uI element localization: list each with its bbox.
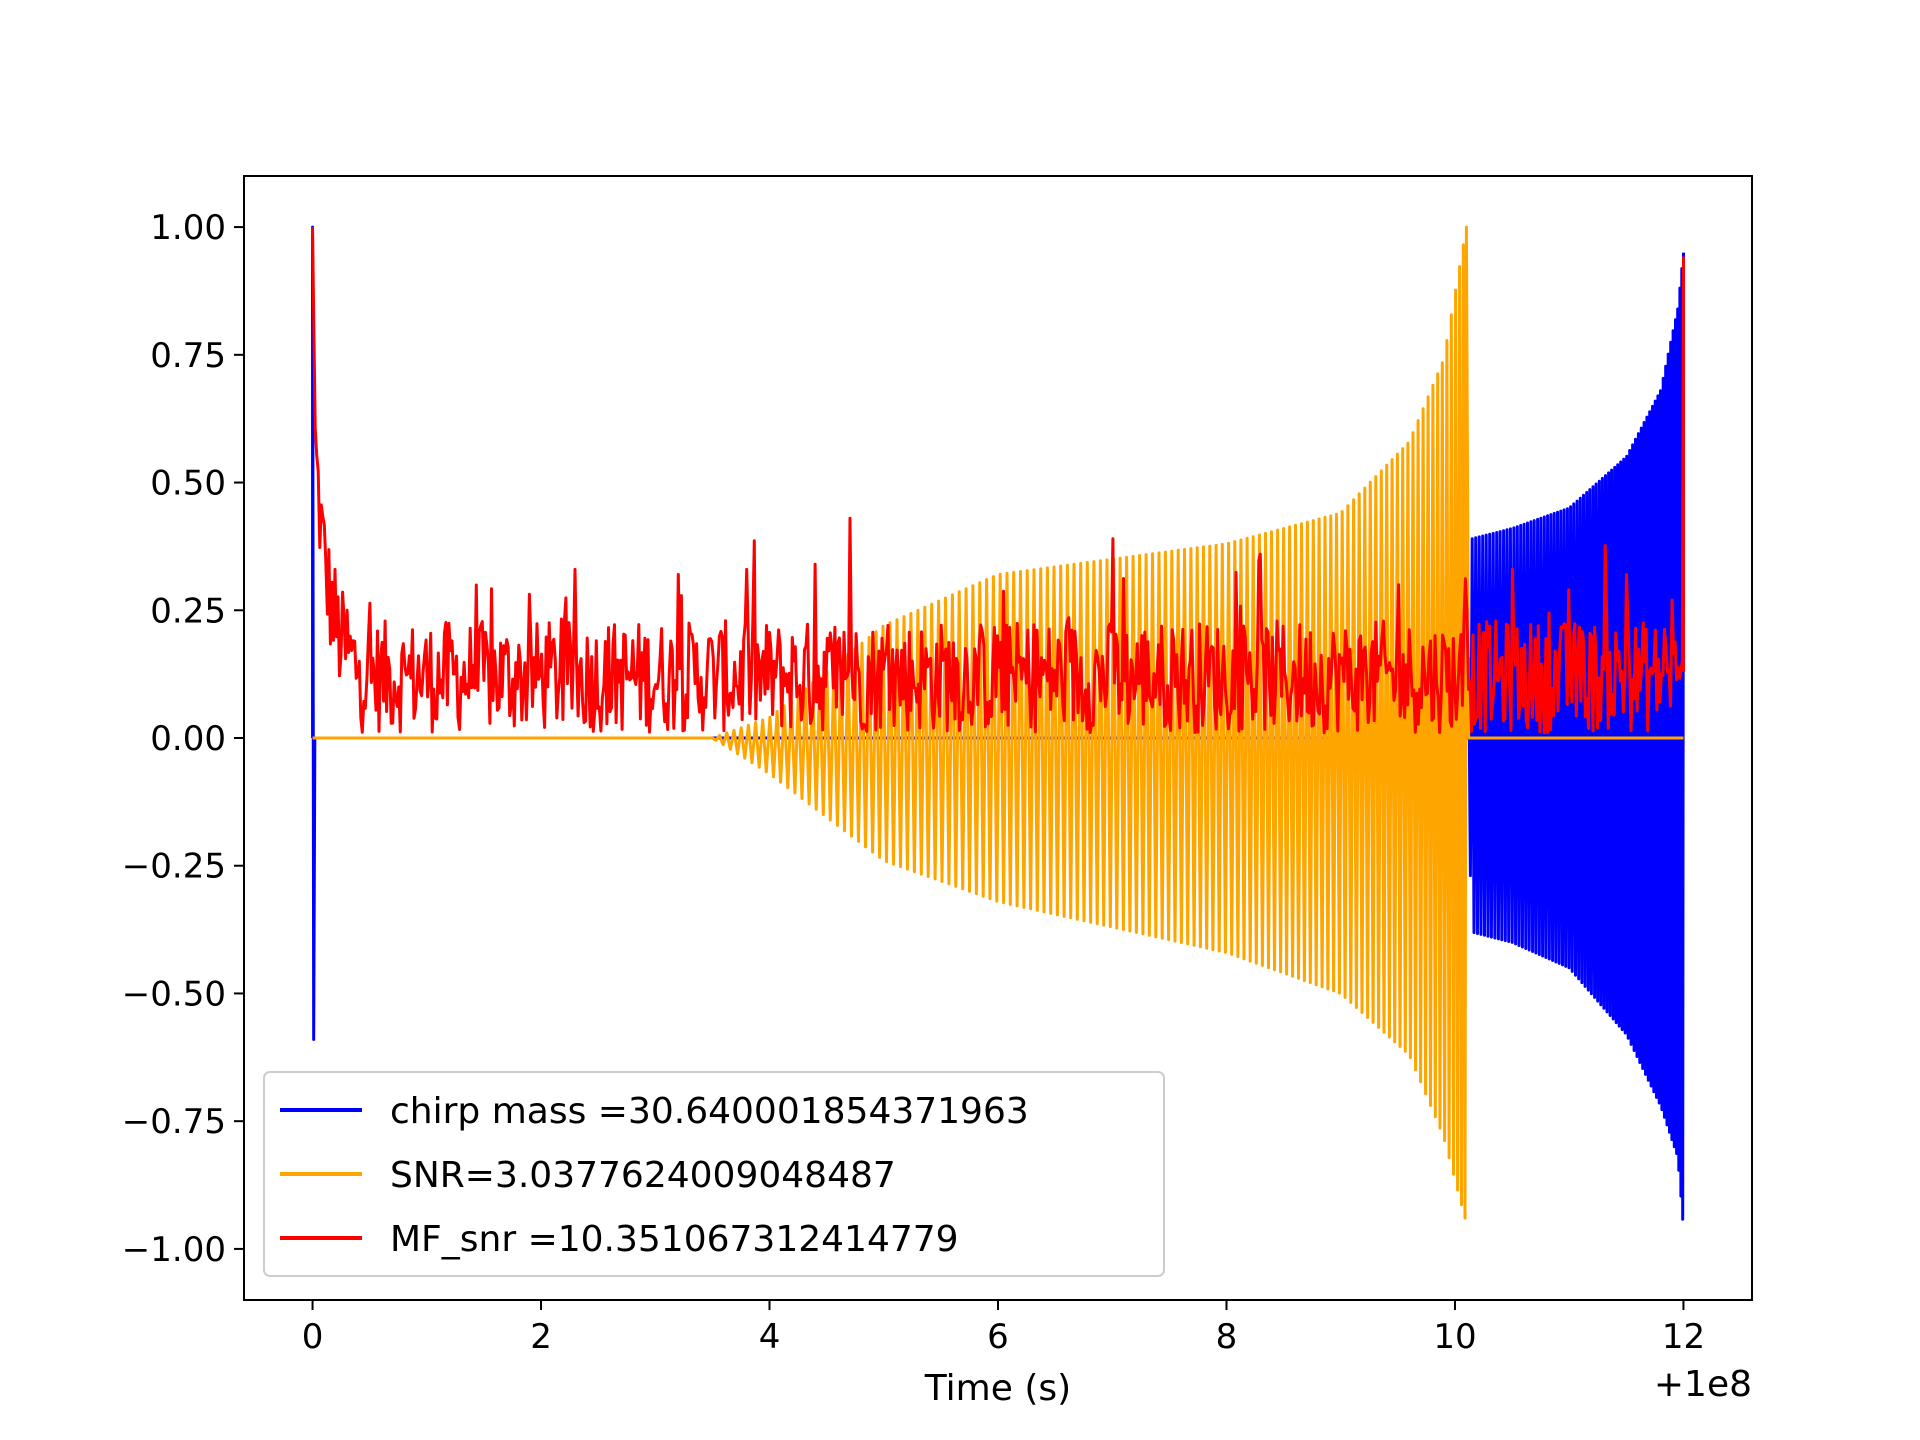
legend-entry-label: SNR=3.0377624009048487	[390, 1155, 896, 1196]
x-axis-offset-label: +1e8	[1654, 1364, 1752, 1405]
y-tick-label: 0.50	[150, 464, 226, 504]
y-tick-label: 0.75	[150, 336, 226, 376]
series-line-mf-snr	[311, 227, 1685, 735]
x-tick-label: 12	[1662, 1317, 1705, 1357]
y-tick-label: 0.25	[150, 591, 226, 631]
y-tick-label: −0.25	[122, 847, 226, 887]
y-tick-label: 1.00	[150, 208, 226, 248]
legend-entry-label: chirp mass =30.640001854371963	[390, 1091, 1029, 1132]
y-tick-label: 0.00	[150, 719, 226, 759]
legend-entry-label: MF_snr =10.351067312414779	[390, 1219, 959, 1260]
y-tick-label: −0.75	[122, 1102, 226, 1142]
x-axis-label: Time (s)	[924, 1368, 1071, 1409]
legend-box	[263, 1071, 1165, 1277]
x-tick-label: 6	[987, 1317, 1009, 1357]
x-tick-label: 2	[530, 1317, 552, 1357]
legend: chirp mass =30.640001854371963 SNR=3.0377…	[263, 1071, 1165, 1277]
y-tick-label: −1.00	[122, 1230, 226, 1270]
x-axis: 0 2 4 6 8 10 12	[302, 1300, 1705, 1357]
y-axis: 1.00 0.75 0.50 0.25 0.00 −0.25 −0.50 −0.75 −1.00	[122, 208, 244, 1270]
x-tick-label: 0	[302, 1317, 324, 1357]
y-tick-label: −0.50	[122, 974, 226, 1014]
x-tick-label: 4	[759, 1317, 781, 1357]
series-line-snr	[312, 225, 1684, 1220]
x-tick-label: 10	[1433, 1317, 1476, 1357]
series-layer	[311, 225, 1685, 1221]
x-tick-label: 8	[1216, 1317, 1238, 1357]
